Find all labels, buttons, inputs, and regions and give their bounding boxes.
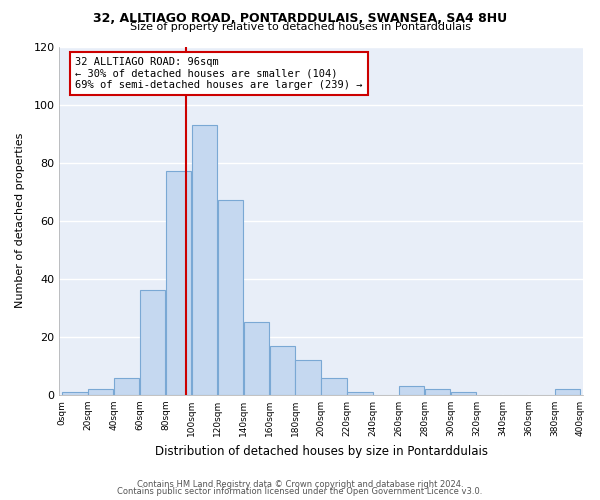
Bar bbox=[218, 200, 243, 395]
Bar bbox=[166, 172, 191, 395]
Text: 32 ALLTIAGO ROAD: 96sqm
← 30% of detached houses are smaller (104)
69% of semi-d: 32 ALLTIAGO ROAD: 96sqm ← 30% of detache… bbox=[75, 57, 362, 90]
Bar bbox=[269, 346, 295, 395]
Bar bbox=[399, 386, 424, 395]
Bar bbox=[322, 378, 347, 395]
Bar bbox=[140, 290, 165, 395]
Bar bbox=[62, 392, 88, 395]
Bar bbox=[114, 378, 139, 395]
Text: Contains public sector information licensed under the Open Government Licence v3: Contains public sector information licen… bbox=[118, 487, 482, 496]
Bar bbox=[192, 125, 217, 395]
Bar bbox=[295, 360, 321, 395]
Bar bbox=[88, 389, 113, 395]
Bar bbox=[451, 392, 476, 395]
Text: Contains HM Land Registry data © Crown copyright and database right 2024.: Contains HM Land Registry data © Crown c… bbox=[137, 480, 463, 489]
Bar bbox=[347, 392, 373, 395]
Text: 32, ALLTIAGO ROAD, PONTARDDULAIS, SWANSEA, SA4 8HU: 32, ALLTIAGO ROAD, PONTARDDULAIS, SWANSE… bbox=[93, 12, 507, 26]
X-axis label: Distribution of detached houses by size in Pontarddulais: Distribution of detached houses by size … bbox=[155, 444, 488, 458]
Bar bbox=[425, 389, 451, 395]
Text: Size of property relative to detached houses in Pontarddulais: Size of property relative to detached ho… bbox=[130, 22, 470, 32]
Bar bbox=[244, 322, 269, 395]
Y-axis label: Number of detached properties: Number of detached properties bbox=[15, 133, 25, 308]
Bar bbox=[554, 389, 580, 395]
